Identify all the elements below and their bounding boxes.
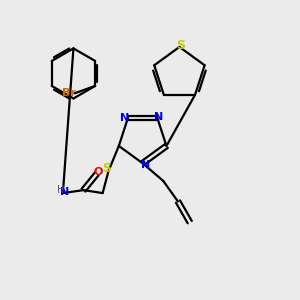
- Text: H: H: [57, 184, 64, 194]
- Text: Br: Br: [62, 88, 76, 98]
- Text: O: O: [94, 167, 103, 178]
- Text: N: N: [141, 160, 150, 170]
- Text: N: N: [120, 113, 130, 123]
- Text: N: N: [154, 112, 164, 122]
- Text: S: S: [176, 39, 185, 52]
- Text: S: S: [103, 161, 112, 175]
- Text: N: N: [60, 187, 69, 196]
